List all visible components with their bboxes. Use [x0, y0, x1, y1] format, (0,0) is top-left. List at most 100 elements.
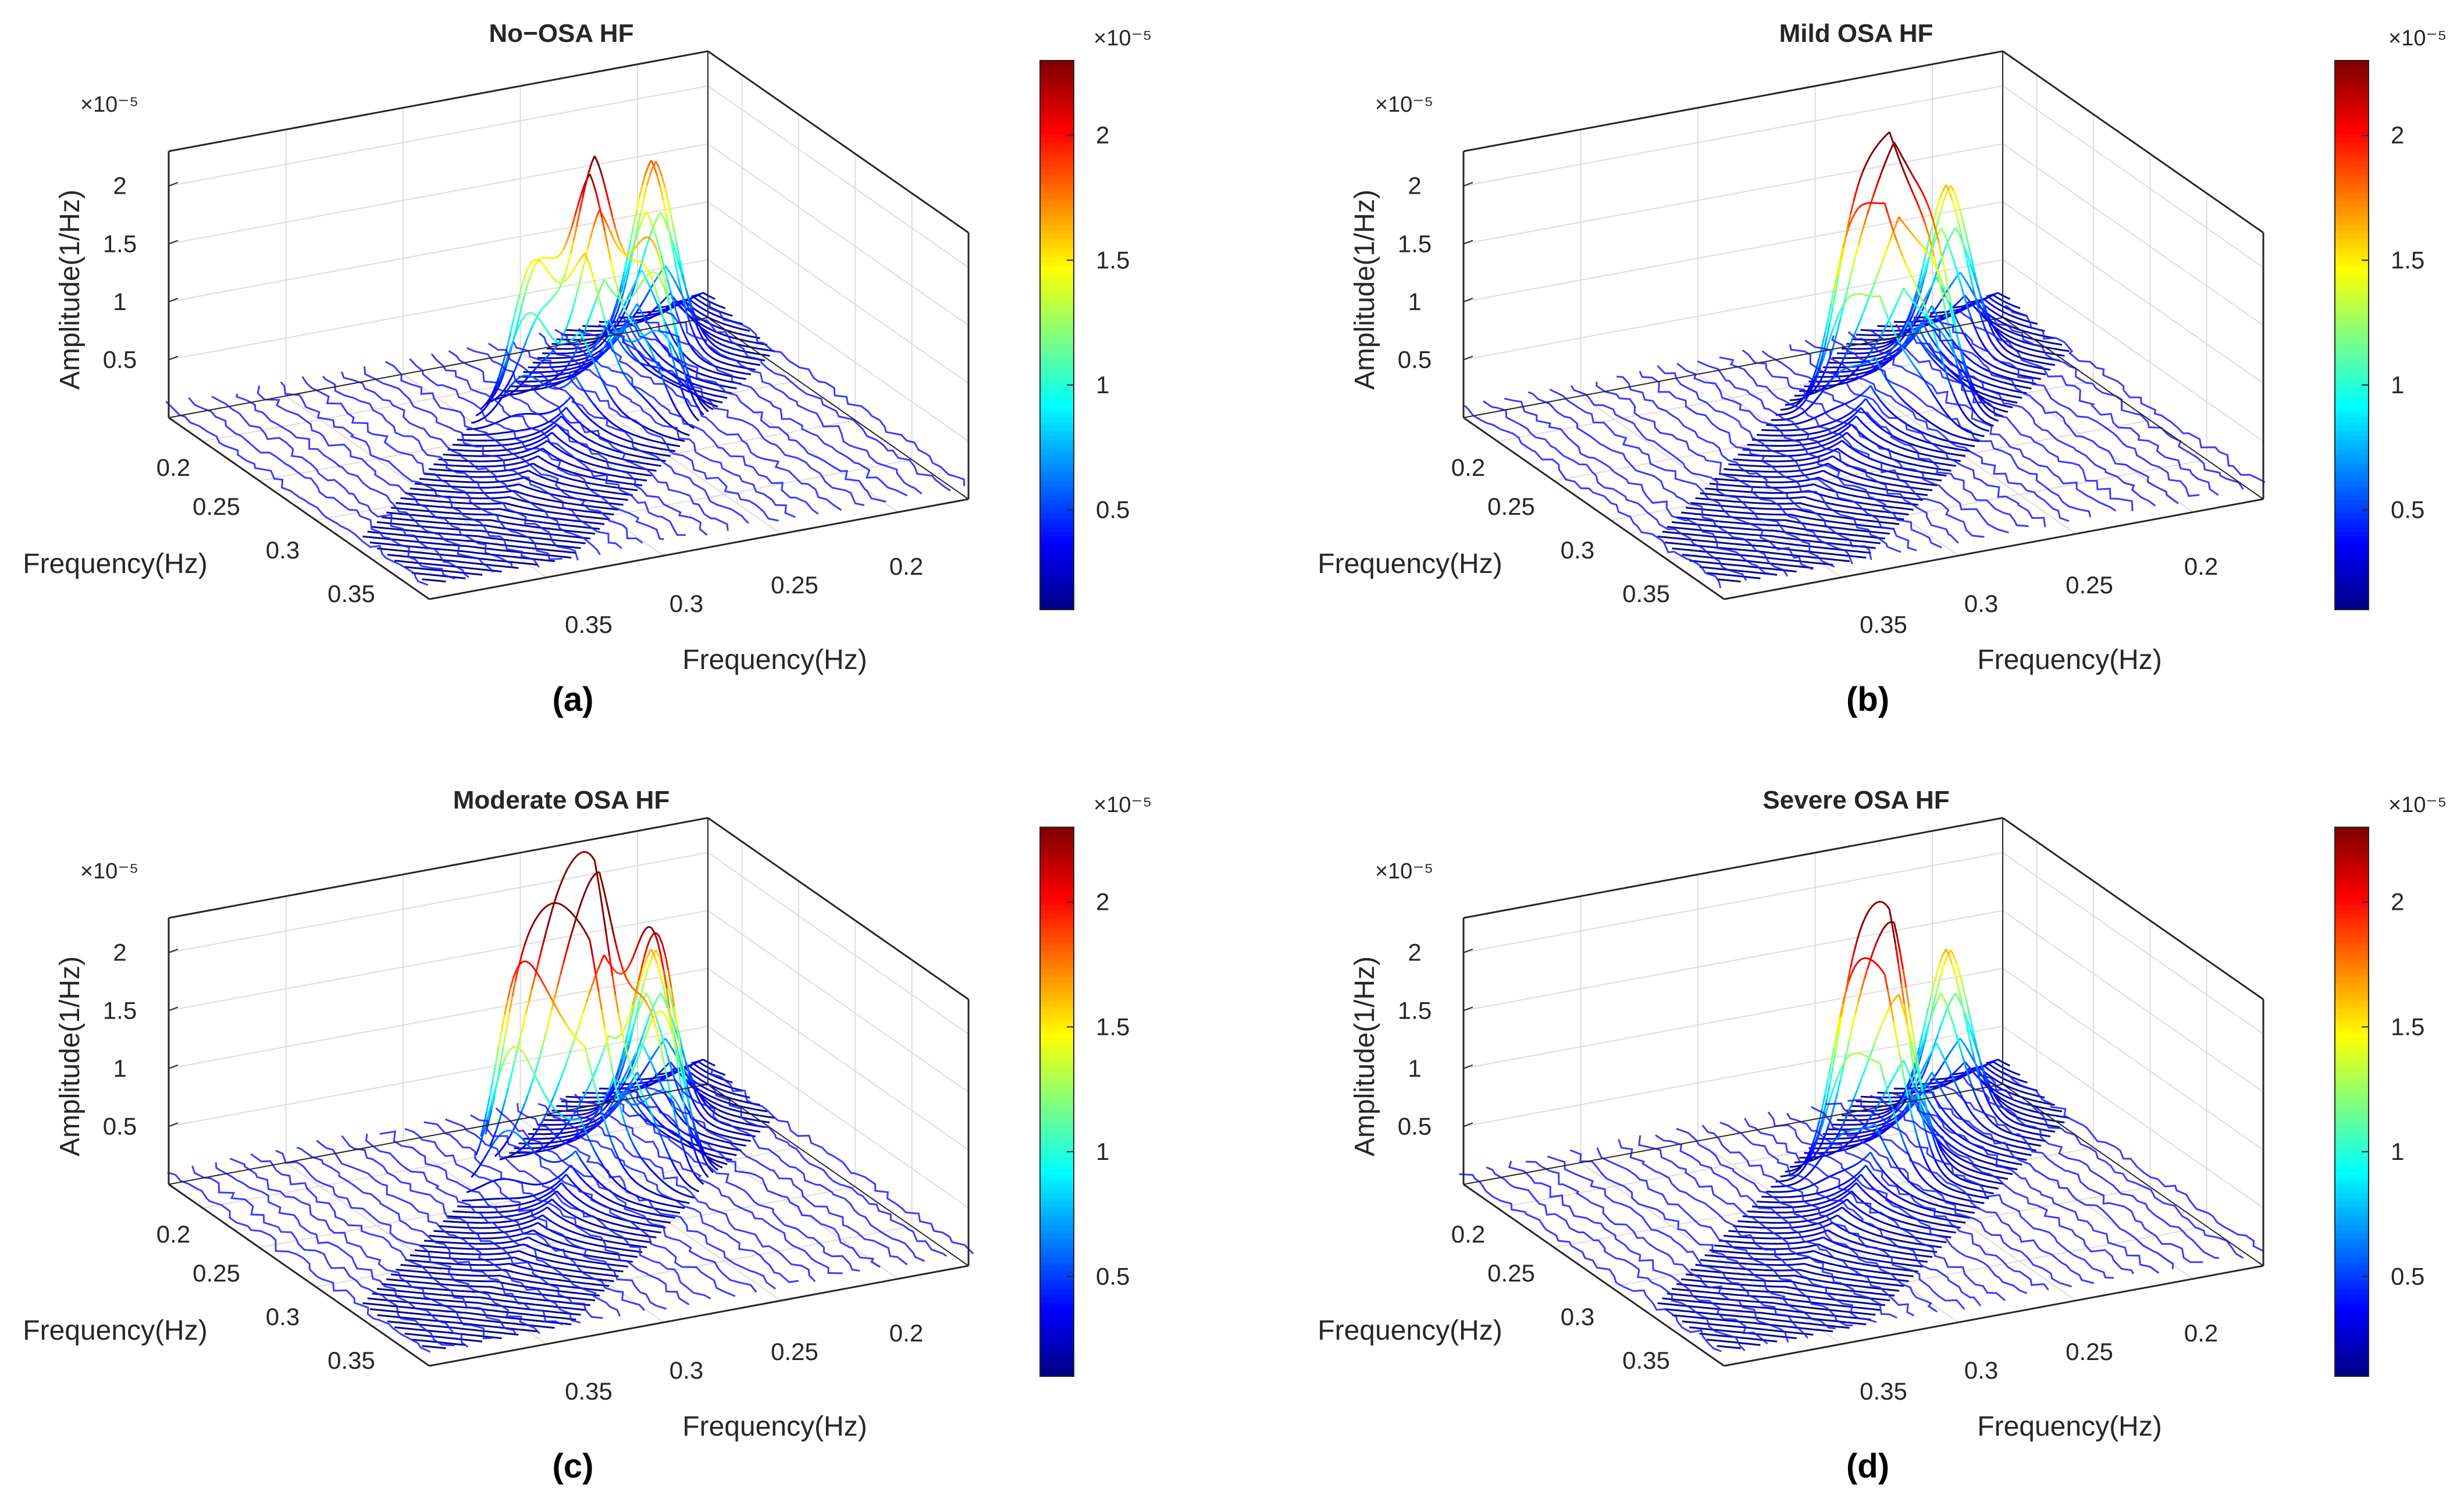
contour-segment [702, 313, 706, 317]
contour-segment [2017, 322, 2021, 326]
contour-segment [2014, 361, 2018, 364]
colorbar-band [1040, 106, 1074, 112]
contour-segment [649, 428, 653, 432]
contour-segment [606, 430, 610, 435]
contour-segment [632, 454, 636, 457]
contour-segment [617, 503, 621, 506]
contour-segment [537, 537, 541, 540]
contour-segment [446, 533, 450, 535]
contour-segment [2054, 348, 2058, 350]
contour-segment [681, 307, 686, 312]
contour-segment [671, 383, 675, 386]
contour-segment [526, 493, 530, 497]
contour-segment [441, 548, 445, 551]
contour-segment [699, 357, 704, 361]
contour-segment [2003, 348, 2009, 352]
contour-segment [478, 541, 481, 543]
contour-segment [693, 296, 697, 300]
contour-segment [540, 457, 544, 461]
contour-segment [643, 358, 647, 363]
contour-segment [660, 212, 665, 219]
contour-segment [715, 304, 720, 307]
contour-segment [520, 391, 524, 394]
contour-segment [546, 425, 550, 429]
contour-segment [699, 372, 703, 376]
contour-segment [2021, 380, 2025, 383]
contour-segment [575, 465, 579, 468]
contour-segment [658, 256, 663, 268]
contour-segment [540, 521, 543, 524]
contour-segment [618, 317, 623, 323]
contour-segment [581, 452, 586, 455]
contour-segment [706, 334, 711, 339]
left-axis-label: Frequency(Hz) [23, 549, 207, 579]
contour-segment [1936, 363, 1940, 368]
contour-segment [2032, 365, 2036, 368]
contour-segment [1932, 318, 1936, 321]
contour-segment [676, 338, 681, 353]
contour-segment [383, 548, 386, 550]
colorbar-band [1040, 275, 1074, 281]
contour-segment [646, 288, 651, 295]
colorbar-band [1040, 568, 1074, 574]
contour-segment [521, 455, 525, 458]
contour-segment [407, 524, 410, 526]
contour-segment [405, 529, 408, 532]
contour-segment [505, 417, 509, 420]
contour-segment [697, 390, 701, 393]
contour-segment [422, 578, 425, 581]
contour-segment [412, 551, 416, 553]
contour-segment [636, 259, 640, 263]
contour-segment [2025, 347, 2029, 350]
contour-segment [522, 546, 526, 549]
contour-segment [1984, 359, 1988, 364]
contour-segment [543, 459, 547, 463]
contour-segment [595, 209, 600, 219]
contour-segment [419, 567, 423, 570]
contour-segment [565, 490, 569, 493]
panel-title: No−OSA HF [489, 19, 634, 48]
contour-segment [627, 297, 632, 301]
contour-segment [731, 325, 735, 329]
contour-segment [735, 326, 738, 329]
contour-segment [558, 512, 562, 515]
contour-segment [646, 361, 651, 366]
contour-segment [1886, 343, 1890, 346]
back-wall-left [169, 51, 708, 418]
contour-segment [560, 440, 565, 444]
contour-segment [591, 302, 596, 311]
contour-segment [442, 554, 446, 556]
contour-segment [718, 342, 722, 346]
contour-segment [613, 508, 616, 511]
contour-segment [611, 422, 615, 426]
contour-segment [643, 293, 649, 300]
contour-segment [660, 256, 665, 268]
contour-segment [417, 493, 421, 496]
contour-segment [1831, 385, 1836, 388]
colorbar-tick-label: 2 [1096, 122, 1109, 149]
contour-segment [2048, 357, 2052, 360]
contour-segment [396, 502, 399, 504]
contour-segment [481, 530, 485, 532]
contour-segment [2003, 363, 2007, 366]
contour-segment [502, 418, 506, 421]
contour-segment [708, 295, 713, 299]
contour-segment [394, 549, 398, 551]
contour-segment [588, 344, 592, 347]
contour-segment [372, 526, 376, 528]
contour-segment [670, 275, 675, 281]
contour-segment [446, 570, 450, 572]
contour-segment [632, 433, 636, 436]
contour-segment [583, 349, 587, 352]
contour-segment [471, 562, 474, 564]
contour-segment [584, 453, 589, 457]
contour-segment [491, 537, 495, 540]
contour-segment [731, 347, 735, 350]
contour-segment [2008, 358, 2012, 362]
contour-segment [1986, 376, 1991, 379]
contour-segment [643, 236, 647, 239]
contour-segment [591, 420, 596, 425]
contour-segment [678, 262, 683, 274]
contour-segment [548, 505, 552, 508]
contour-segment [617, 426, 621, 430]
